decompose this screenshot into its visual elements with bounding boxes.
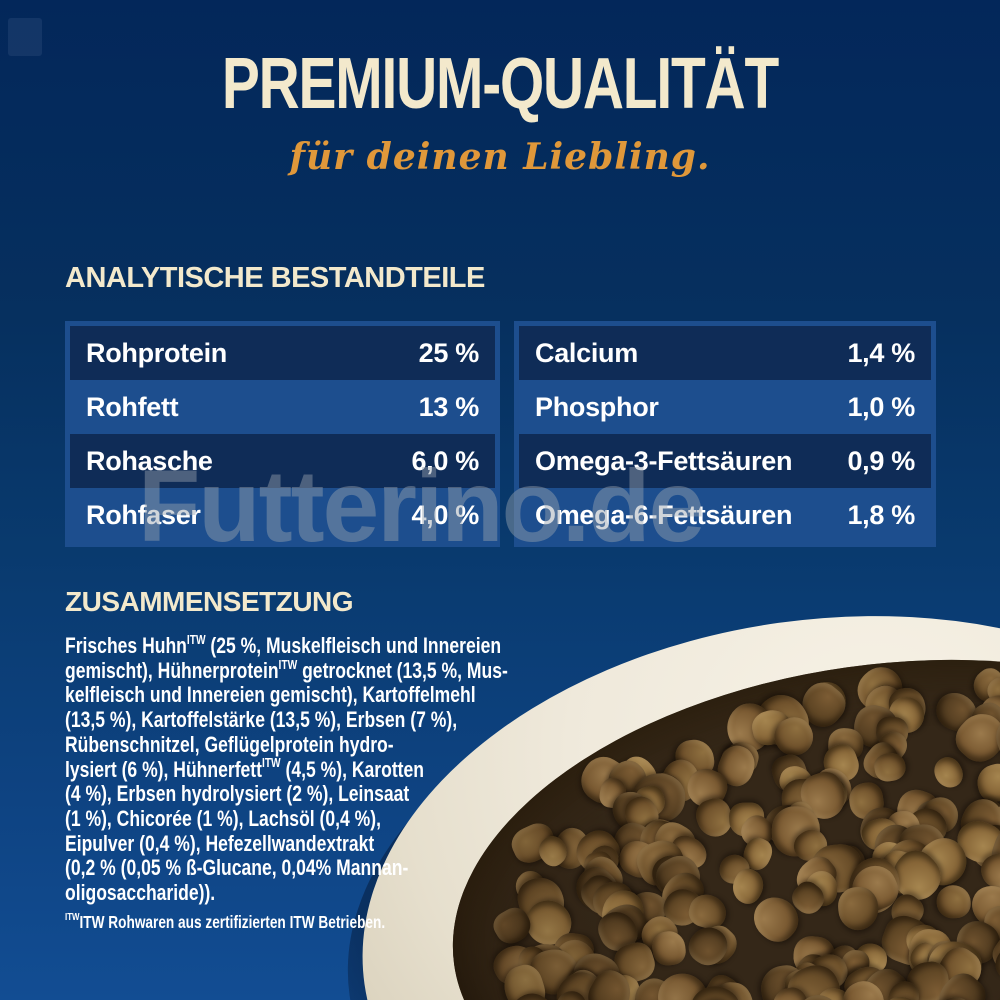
table-row: Calcium 1,4 % bbox=[519, 326, 931, 380]
table-row: Rohasche 6,0 % bbox=[70, 434, 495, 488]
nutrient-label: Phosphor bbox=[535, 391, 659, 422]
nutrient-value: 0,9 % bbox=[847, 445, 915, 476]
nutrient-value: 6,0 % bbox=[411, 445, 479, 476]
analytics-table-right: Calcium 1,4 % Phosphor 1,0 % Omega-3-Fet… bbox=[514, 321, 936, 547]
itw-superscript: ITW bbox=[278, 656, 298, 672]
table-row: Omega-3-Fettsäuren 0,9 % bbox=[519, 434, 931, 488]
nutrient-value: 13 % bbox=[418, 391, 480, 422]
ingredients-line: lysiert (6 %), HühnerfettITW (4,5 %), Ka… bbox=[65, 755, 424, 782]
ingredients-line: Rübenschnitzel, Geflügelprotein hydro- bbox=[65, 731, 394, 757]
nutrient-label: Calcium bbox=[535, 337, 638, 368]
kibble-pellet bbox=[935, 885, 971, 920]
watermark-fragment bbox=[8, 18, 42, 56]
composition-section-heading: ZUSAMMENSETZUNG bbox=[65, 586, 354, 617]
table-row: Rohprotein 25 % bbox=[70, 326, 495, 380]
ingredients-line: (4 %), Erbsen hydrolysiert (2 %), Leinsa… bbox=[65, 781, 410, 807]
nutrient-label: Rohasche bbox=[86, 445, 213, 476]
header: PREMIUM-QUALITÄT für deinen Liebling. bbox=[0, 0, 1000, 178]
kibble-pellet bbox=[930, 752, 968, 792]
page-title: PREMIUM-QUALITÄT bbox=[0, 48, 1000, 120]
table-row: Rohfaser 4,0 % bbox=[70, 488, 495, 542]
itw-footnote: ITWITW Rohwaren aus zertifizierten ITW B… bbox=[65, 911, 386, 932]
ingredients-line: kelfleisch und Innereien gemischt), Kart… bbox=[65, 682, 476, 708]
ingredients-line: (0,2 % (0,05 % ß-Glucane, 0,04% Mannan- bbox=[65, 855, 409, 881]
nutrient-value: 25 % bbox=[418, 337, 480, 368]
page-title-text: PREMIUM-QUALITÄT bbox=[221, 44, 779, 124]
nutrient-label: Rohprotein bbox=[86, 337, 227, 368]
table-row: Rohfett 13 % bbox=[70, 380, 495, 434]
table-row: Omega-6-Fettsäuren 1,8 % bbox=[519, 488, 931, 542]
ingredients-line: (1 %), Chicorée (1 %), Lachsöl (0,4 %), bbox=[65, 805, 381, 831]
nutrient-value: 4,0 % bbox=[411, 499, 479, 530]
nutrient-label: Omega-3-Fettsäuren bbox=[535, 445, 793, 476]
itw-superscript: ITW bbox=[186, 631, 206, 647]
itw-superscript: ITW bbox=[65, 912, 80, 924]
kibble-pellet bbox=[992, 992, 1000, 1000]
nutrient-label: Rohfett bbox=[86, 391, 179, 422]
table-row: Phosphor 1,0 % bbox=[519, 380, 931, 434]
ingredients-line: gemischt), HühnerproteinITW getrocknet (… bbox=[65, 656, 508, 683]
ingredients-line: (13,5 %), Kartoffelstärke (13,5 %), Erbs… bbox=[65, 707, 458, 733]
ingredients-list: Frisches HuhnITW (25 %, Muskelfleisch un… bbox=[65, 631, 508, 934]
kibble-pellet bbox=[650, 929, 688, 968]
nutrient-label: Rohfaser bbox=[86, 499, 201, 530]
header-subtitle: für deinen Liebling. bbox=[289, 136, 711, 178]
ingredients-line: oligosaccharide)). bbox=[65, 880, 216, 906]
nutrient-value: 1,8 % bbox=[847, 499, 915, 530]
ingredients-line: Eipulver (0,4 %), Hefezellwandextrakt bbox=[65, 830, 375, 856]
itw-superscript: ITW bbox=[261, 755, 281, 771]
nutrient-label: Omega-6-Fettsäuren bbox=[535, 499, 793, 530]
analytics-section-heading: ANALYTISCHE BESTANDTEILE bbox=[65, 262, 485, 294]
nutrient-value: 1,0 % bbox=[847, 391, 915, 422]
analytics-table-left: Rohprotein 25 % Rohfett 13 % Rohasche 6,… bbox=[65, 321, 500, 547]
nutrient-value: 1,4 % bbox=[847, 337, 915, 368]
ingredients-line: Frisches HuhnITW (25 %, Muskelfleisch un… bbox=[65, 631, 502, 658]
